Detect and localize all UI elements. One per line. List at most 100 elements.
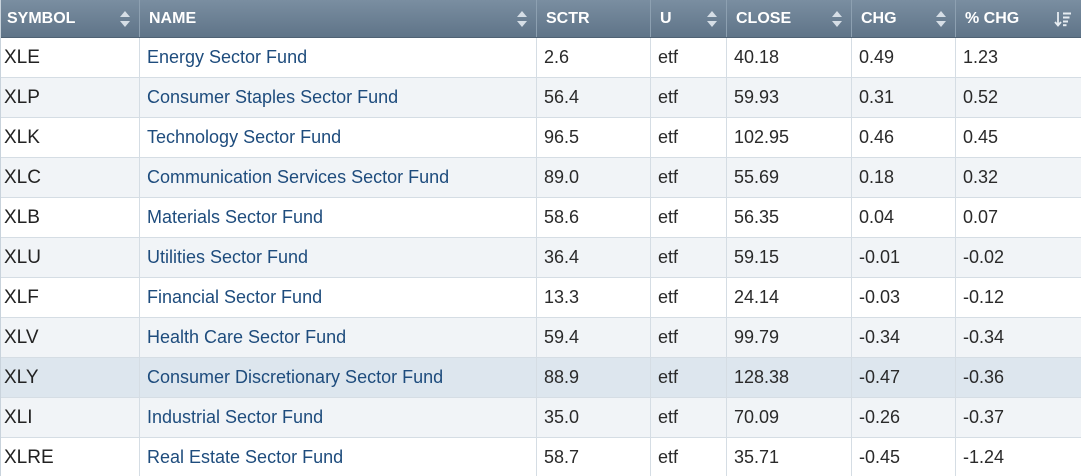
- cell-sctr: 88.9: [537, 358, 651, 397]
- table-row[interactable]: XLV Health Care Sector Fund 59.4 etf 99.79 -0…: [1, 318, 1081, 358]
- cell-close: 99.79: [727, 318, 852, 357]
- col-header-label: % CHG: [965, 9, 1020, 27]
- cell-name-link[interactable]: Communication Services Sector Fund: [140, 158, 537, 197]
- cell-chg: -0.26: [852, 398, 956, 437]
- sort-both-icon[interactable]: [832, 10, 842, 27]
- cell-pct-chg: 0.45: [963, 127, 999, 147]
- cell-name-link[interactable]: Energy Sector Fund: [140, 38, 537, 77]
- cell-chg: 0.04: [852, 198, 956, 237]
- cell-sctr: 59.4: [537, 318, 651, 357]
- cell-symbol: XLU: [1, 238, 140, 277]
- cell-name-link[interactable]: Consumer Discretionary Sector Fund: [140, 358, 537, 397]
- cell-chg: 0.18: [852, 158, 956, 197]
- cell-symbol: XLI: [1, 398, 140, 437]
- cell-name-link[interactable]: Health Care Sector Fund: [140, 318, 537, 357]
- cell-name-link[interactable]: Materials Sector Fund: [140, 198, 537, 237]
- cell-sctr: 58.7: [537, 438, 651, 476]
- cell-symbol: XLC: [1, 158, 140, 197]
- table-row[interactable]: XLF Financial Sector Fund 13.3 etf 24.14 -0.0…: [1, 278, 1081, 318]
- cell-symbol: XLK: [1, 118, 140, 157]
- table-row[interactable]: XLE Energy Sector Fund 2.6 etf 40.18 0.49 1.23: [1, 38, 1081, 78]
- sort-both-icon[interactable]: [517, 10, 527, 27]
- cell-sctr: 2.6: [537, 38, 651, 77]
- cell-close: 102.95: [727, 118, 852, 157]
- cell-pct-chg: 0.52: [963, 87, 999, 107]
- cell-symbol: XLP: [1, 78, 140, 117]
- cell-chg: -0.45: [852, 438, 956, 476]
- cell-chg: 0.31: [852, 78, 956, 117]
- cell-universe: etf: [651, 78, 727, 117]
- cell-pct-chg: -0.12: [963, 287, 1005, 307]
- table-row[interactable]: XLB Materials Sector Fund 58.6 etf 56.35 0.04…: [1, 198, 1081, 238]
- cell-close: 24.14: [727, 278, 852, 317]
- col-header-chg[interactable]: CHG: [852, 0, 956, 37]
- cell-symbol: XLE: [1, 38, 140, 77]
- cell-name-link[interactable]: Technology Sector Fund: [140, 118, 537, 157]
- cell-universe: etf: [651, 398, 727, 437]
- cell-sctr: 89.0: [537, 158, 651, 197]
- cell-sctr: 58.6: [537, 198, 651, 237]
- cell-universe: etf: [651, 318, 727, 357]
- col-header-pct-chg[interactable]: % CHG: [956, 0, 1081, 37]
- cell-pct-chg: -1.24: [963, 447, 1005, 467]
- cell-universe: etf: [651, 278, 727, 317]
- col-header-label: U: [660, 9, 672, 27]
- col-header-symbol[interactable]: SYMBOL: [1, 0, 140, 37]
- sort-both-icon[interactable]: [707, 10, 717, 27]
- table-row[interactable]: XLRE Real Estate Sector Fund 58.7 etf 35.71-…: [1, 438, 1081, 476]
- cell-close: 35.71: [727, 438, 852, 476]
- cell-sctr: 13.3: [537, 278, 651, 317]
- table-row[interactable]: XLY Consumer Discretionary Sector Fund 88.…: [1, 358, 1081, 398]
- cell-universe: etf: [651, 358, 727, 397]
- sort-both-icon[interactable]: [936, 10, 946, 27]
- cell-pct-chg: -0.34: [963, 327, 1005, 347]
- cell-name-link[interactable]: Utilities Sector Fund: [140, 238, 537, 277]
- cell-chg: 0.46: [852, 118, 956, 157]
- table-row[interactable]: XLI Industrial Sector Fund 35.0 etf 70.09 -0.…: [1, 398, 1081, 438]
- cell-close: 55.69: [727, 158, 852, 197]
- cell-name-link[interactable]: Real Estate Sector Fund: [140, 438, 537, 476]
- cell-chg: -0.01: [852, 238, 956, 277]
- cell-universe: etf: [651, 38, 727, 77]
- cell-symbol: XLF: [1, 278, 140, 317]
- cell-chg: -0.47: [852, 358, 956, 397]
- cell-universe: etf: [651, 118, 727, 157]
- cell-universe: etf: [651, 238, 727, 277]
- table-row[interactable]: XLU Utilities Sector Fund 36.4 etf 59.15 -0.0…: [1, 238, 1081, 278]
- cell-pct-chg: -0.02: [963, 247, 1005, 267]
- col-header-label: SYMBOL: [7, 9, 76, 27]
- sort-descending-icon[interactable]: [1054, 11, 1072, 27]
- cell-sctr: 35.0: [537, 398, 651, 437]
- cell-pct-chg: 0.32: [963, 167, 999, 187]
- cell-close: 59.15: [727, 238, 852, 277]
- cell-symbol: XLY: [1, 358, 140, 397]
- cell-name-link[interactable]: Financial Sector Fund: [140, 278, 537, 317]
- cell-close: 56.35: [727, 198, 852, 237]
- cell-chg: -0.34: [852, 318, 956, 357]
- cell-universe: etf: [651, 438, 727, 476]
- table-row[interactable]: XLC Communication Services Sector Fund 89.…: [1, 158, 1081, 198]
- cell-name-link[interactable]: Consumer Staples Sector Fund: [140, 78, 537, 117]
- cell-pct-chg: 1.23: [963, 47, 999, 67]
- table-row[interactable]: XLP Consumer Staples Sector Fund 56.4 etf 59…: [1, 78, 1081, 118]
- sort-both-icon[interactable]: [120, 10, 130, 27]
- cell-sctr: 36.4: [537, 238, 651, 277]
- cell-symbol: XLB: [1, 198, 140, 237]
- col-header-label: SCTR: [546, 9, 590, 27]
- cell-close: 59.93: [727, 78, 852, 117]
- col-header-name[interactable]: NAME: [140, 0, 537, 37]
- cell-symbol: XLV: [1, 318, 140, 357]
- cell-universe: etf: [651, 158, 727, 197]
- col-header-label: CLOSE: [736, 9, 792, 27]
- cell-pct-chg: 0.07: [963, 207, 999, 227]
- table-header: SYMBOL NAME SCTR U CLOSE CHG % CHG: [1, 0, 1081, 38]
- table-row[interactable]: XLK Technology Sector Fund 96.5 etf 102.95 0.…: [1, 118, 1081, 158]
- cell-symbol: XLRE: [1, 438, 140, 476]
- col-header-label: CHG: [861, 9, 897, 27]
- col-header-close[interactable]: CLOSE: [727, 0, 852, 37]
- cell-name-link[interactable]: Industrial Sector Fund: [140, 398, 537, 437]
- col-header-u[interactable]: U: [651, 0, 727, 37]
- col-header-sctr[interactable]: SCTR: [537, 0, 651, 37]
- cell-close: 40.18: [727, 38, 852, 77]
